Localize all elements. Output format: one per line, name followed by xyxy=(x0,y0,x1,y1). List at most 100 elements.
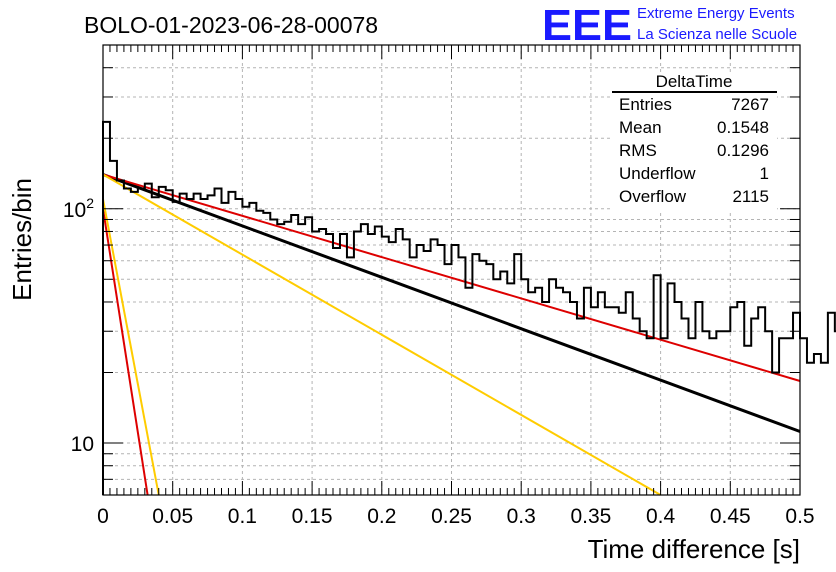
histogram-bin xyxy=(103,122,110,495)
eee-logo: EEE Extreme Energy Events La Scienza nel… xyxy=(542,1,797,50)
histogram-bin xyxy=(661,338,668,495)
histogram-bin xyxy=(382,237,389,495)
histogram-bin xyxy=(458,257,465,495)
histogram-bin xyxy=(445,264,452,495)
stats-label-overflow: Overflow xyxy=(619,187,687,206)
histogram-bin xyxy=(626,292,633,495)
histogram-bin xyxy=(256,211,263,495)
histogram-bin xyxy=(577,319,584,495)
histogram-bin xyxy=(695,302,702,495)
histogram-bin xyxy=(138,189,145,495)
histogram-bin xyxy=(472,254,479,495)
histogram-bin xyxy=(312,231,319,495)
histogram-bin xyxy=(431,239,438,495)
logo-mark: EEE xyxy=(542,1,632,50)
histogram-bin xyxy=(131,192,138,495)
stats-value-overflow: 2115 xyxy=(732,187,769,206)
logo-line-2: La Scienza nelle Scuole xyxy=(637,26,797,43)
fit-total-curve xyxy=(102,173,801,433)
histogram-bin xyxy=(563,292,570,495)
histogram-bin xyxy=(389,242,396,495)
histogram-bin xyxy=(528,292,535,495)
fit-component-curve xyxy=(102,173,801,382)
histogram-bin xyxy=(591,307,598,495)
histogram-bin xyxy=(779,338,786,495)
histogram-bin xyxy=(117,181,124,495)
histogram-bin xyxy=(375,226,382,495)
histogram-bin xyxy=(640,331,647,495)
stats-label-underflow: Underflow xyxy=(619,164,696,183)
histogram-bin xyxy=(291,215,298,495)
logo-line-1: Extreme Energy Events xyxy=(637,5,795,22)
histogram-bin xyxy=(633,319,640,495)
histogram-bin xyxy=(354,231,361,495)
histogram-bin xyxy=(521,279,528,495)
stats-value-entries: 7267 xyxy=(731,95,769,114)
histogram-bin xyxy=(180,194,187,495)
histogram-bin xyxy=(110,161,117,495)
histogram-bin xyxy=(298,224,305,495)
histogram-bin xyxy=(173,202,180,495)
histogram-bin xyxy=(152,197,159,495)
histogram-bin xyxy=(277,224,284,495)
histogram-bin xyxy=(333,248,340,495)
histogram-bin xyxy=(284,222,291,495)
histogram-bin xyxy=(605,307,612,495)
histogram-bin xyxy=(368,234,375,495)
histogram-bin xyxy=(340,234,347,495)
histogram-bin xyxy=(570,302,577,495)
histogram-bin xyxy=(744,346,751,495)
stats-label-mean: Mean xyxy=(619,118,662,137)
x-axis: 0 0.05 0.1 0.15 0.2 0.25 0.3 0.35 0.4 0.45 0.5 xyxy=(97,45,815,528)
histogram-bin xyxy=(688,338,695,495)
histogram-bin xyxy=(821,363,828,495)
histogram-bin xyxy=(758,307,765,495)
histogram-bin xyxy=(221,203,228,495)
histogram-bin xyxy=(786,338,793,495)
histogram-bin xyxy=(305,217,312,495)
fit-curves xyxy=(102,173,801,496)
histogram-bin xyxy=(124,189,131,495)
histogram-bin xyxy=(166,190,173,495)
histogram-bin xyxy=(814,354,821,495)
x-tick-label: 0.25 xyxy=(431,505,472,528)
histogram-bin xyxy=(145,184,152,495)
histogram-bin xyxy=(800,338,807,495)
histogram-bin xyxy=(765,331,772,495)
fit-component-curve xyxy=(102,173,662,496)
histogram-bin xyxy=(417,245,424,495)
histogram-bin xyxy=(507,283,514,495)
histogram-bin xyxy=(396,229,403,495)
histogram-bin xyxy=(737,302,744,495)
histogram-bin xyxy=(347,257,354,495)
histogram-bin xyxy=(438,245,445,495)
histogram-outline xyxy=(102,120,836,495)
histogram-bin xyxy=(535,288,542,495)
y-axis: 10 102 xyxy=(63,44,800,496)
histogram-bin xyxy=(201,199,208,495)
histogram-bin xyxy=(668,283,675,495)
y-tick-label: 102 xyxy=(63,195,94,222)
histogram-bin xyxy=(709,338,716,495)
x-tick-label: 0.5 xyxy=(785,505,814,528)
histogram-bin xyxy=(702,331,709,495)
stats-value-mean: 0.1548 xyxy=(717,118,769,137)
histogram-bin xyxy=(242,207,249,495)
histogram-bin xyxy=(235,199,242,495)
x-tick-label: 0.4 xyxy=(646,505,676,528)
x-tick-label: 0.3 xyxy=(507,505,536,528)
x-tick-label: 0.05 xyxy=(152,505,193,528)
stats-label-rms: RMS xyxy=(619,141,657,160)
stats-value-underflow: 1 xyxy=(760,164,769,183)
stats-box: DeltaTime Entries 7267 Mean 0.1548 RMS 0… xyxy=(612,72,777,212)
histogram-bin xyxy=(187,199,194,495)
histogram xyxy=(102,120,836,495)
histogram-bin xyxy=(612,307,619,495)
x-tick-label: 0 xyxy=(97,505,109,528)
histogram-bin xyxy=(556,288,563,495)
histogram-bin xyxy=(270,219,277,495)
stats-label-entries: Entries xyxy=(619,95,672,114)
histogram-bin xyxy=(479,261,486,495)
histogram-bin xyxy=(249,203,256,495)
